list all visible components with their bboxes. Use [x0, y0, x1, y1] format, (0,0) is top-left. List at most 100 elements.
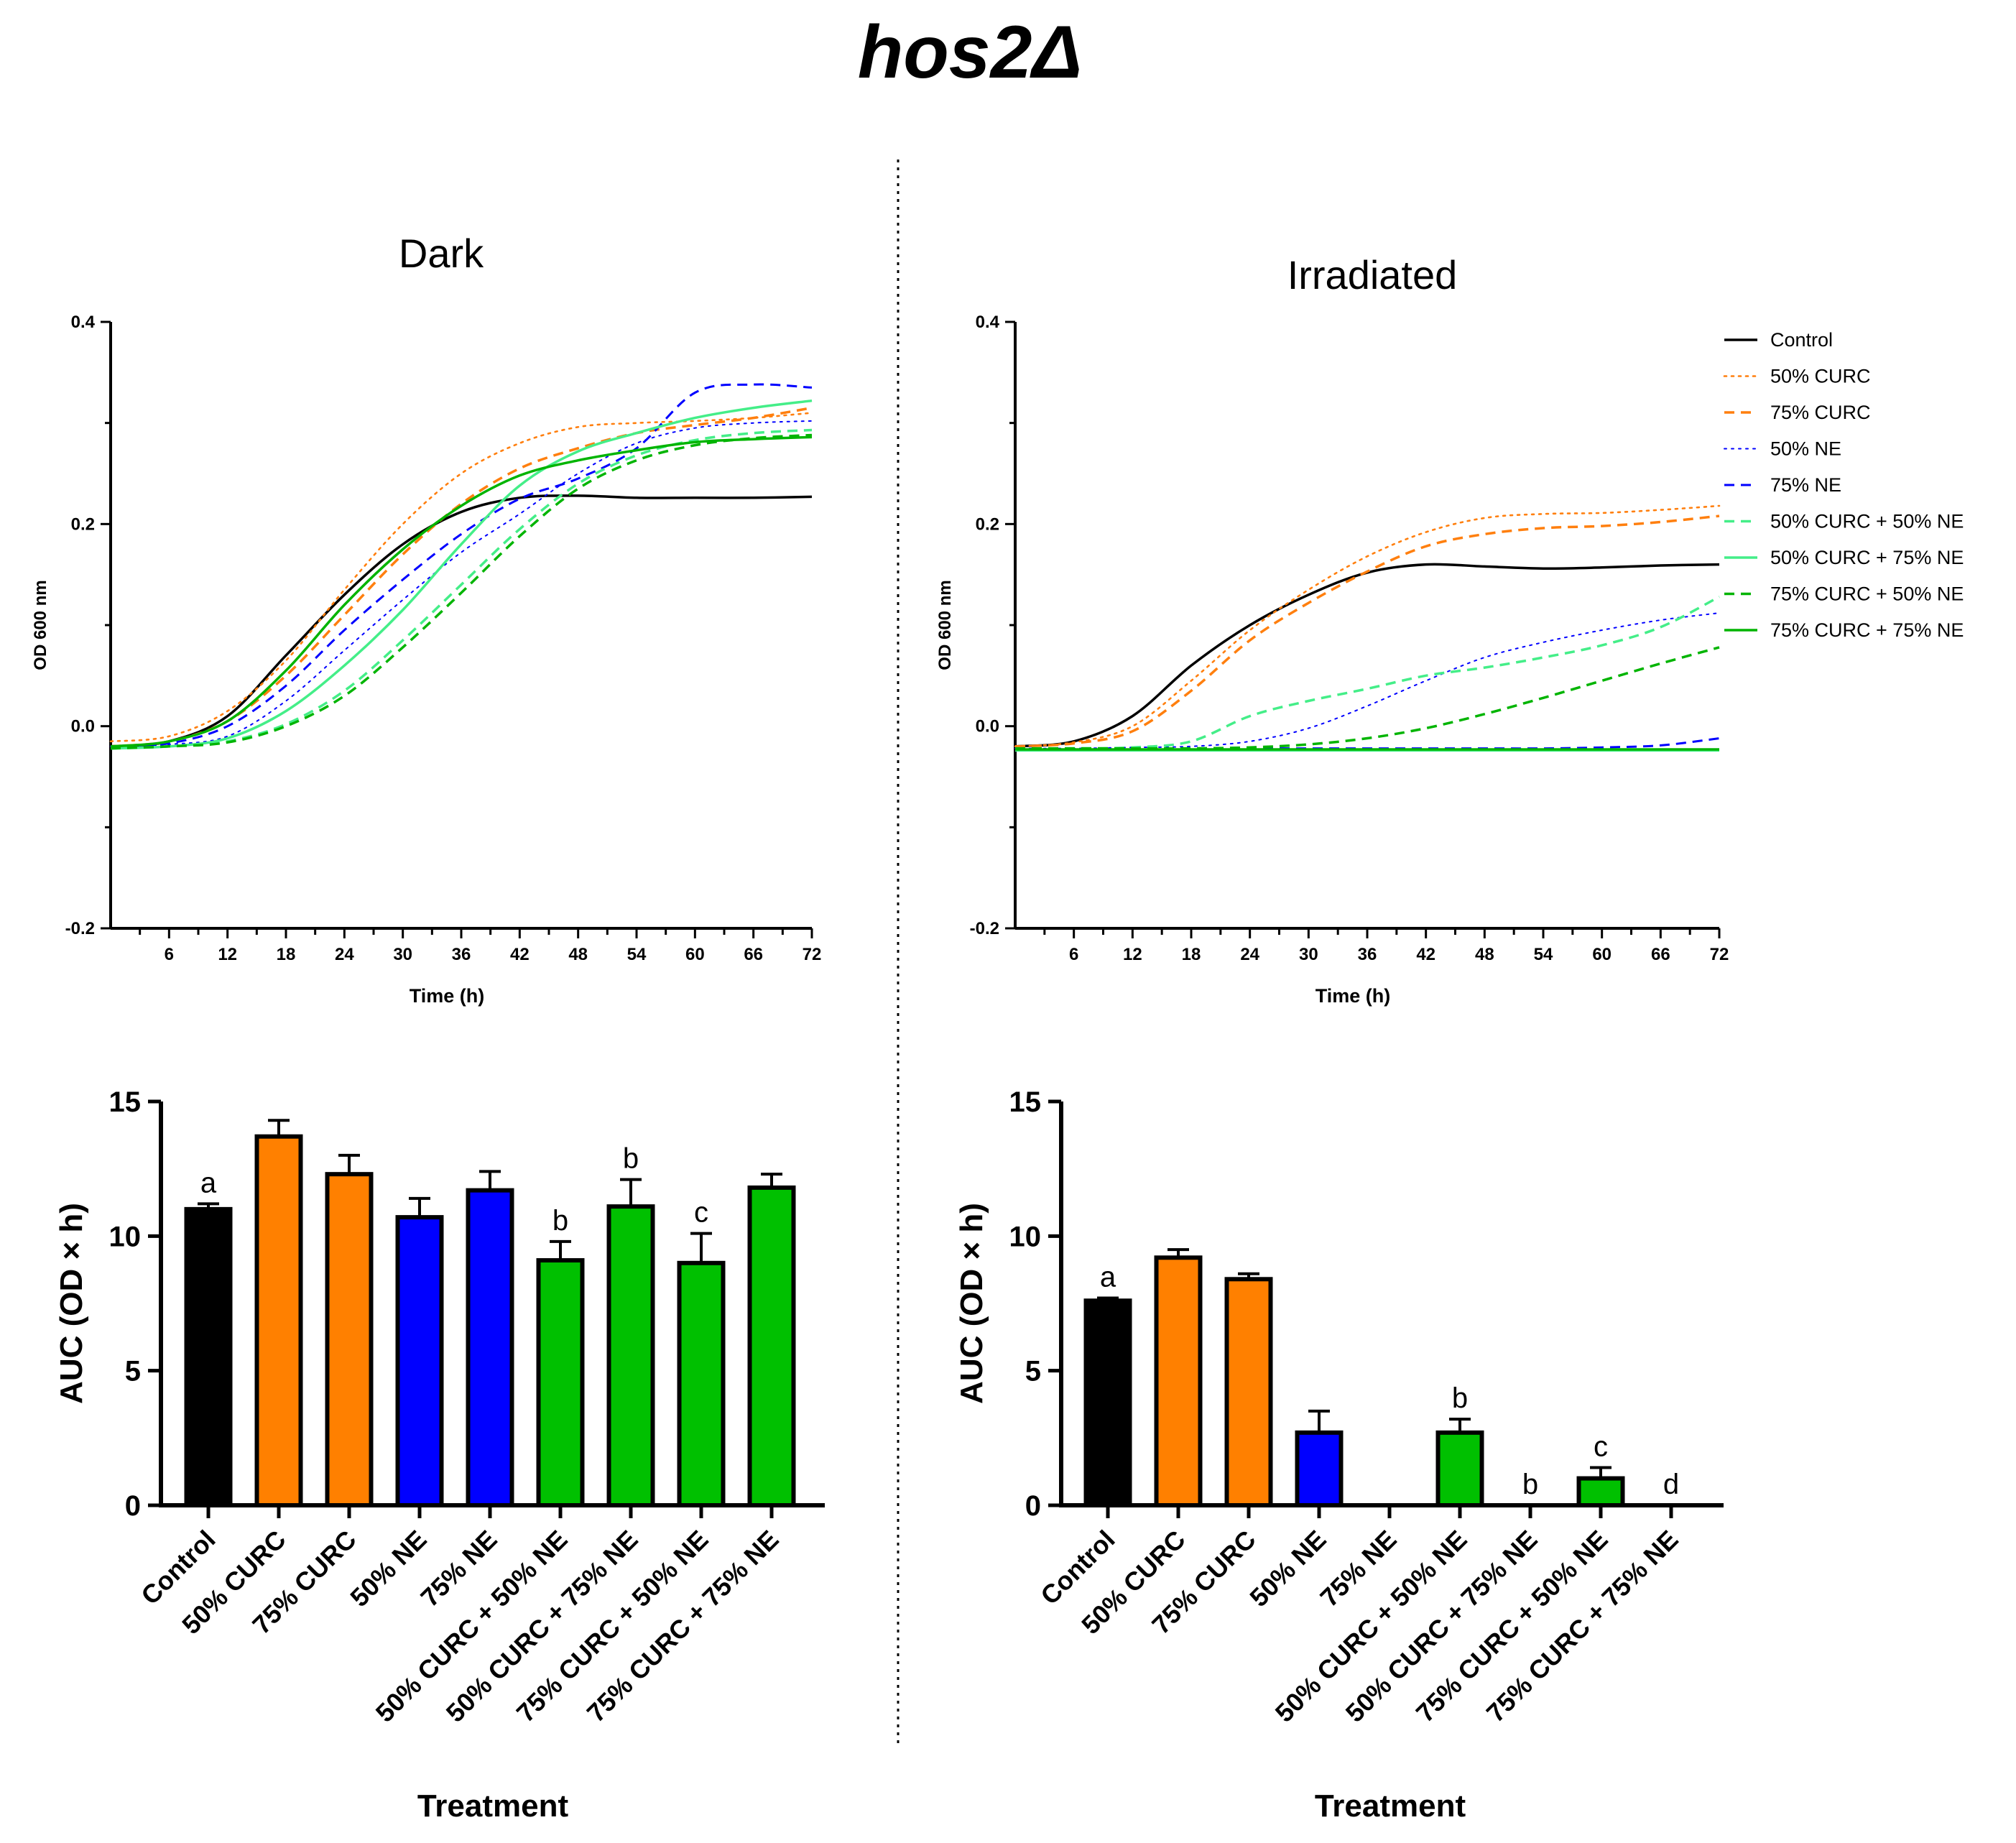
y-tick-label: 15	[1009, 1086, 1042, 1118]
significance-letter: b	[623, 1143, 639, 1175]
charts-layer: Dark-0.20.00.20.46 12 18 24 30 36 42 48 54 60 66 72…	[31, 231, 1964, 1824]
legend-label: 50% NE	[1770, 438, 1841, 460]
legend-label: 50% CURC + 50% NE	[1770, 511, 1964, 532]
series-line	[1014, 514, 1720, 748]
bar	[747, 1185, 796, 1507]
significance-letter: d	[1663, 1469, 1679, 1500]
legend-label: 75% CURC	[1770, 402, 1871, 423]
series-line	[110, 433, 813, 750]
x-tick-label: 30	[1299, 945, 1318, 964]
x-axis-label: Treatment	[417, 1788, 569, 1824]
series-line	[110, 406, 813, 748]
y-tick-label: -0.2	[970, 919, 999, 938]
x-tick-label: 42	[1416, 945, 1435, 964]
y-tick-label: 0.2	[976, 514, 999, 534]
y-tick-label: 10	[1009, 1221, 1042, 1252]
y-tick-label: 0	[125, 1490, 141, 1522]
y-tick-label: 5	[125, 1356, 141, 1387]
x-axis-label: Treatment	[1315, 1788, 1466, 1824]
bar	[184, 1206, 233, 1508]
legend-label: 50% CURC	[1770, 366, 1871, 387]
significance-letter: b	[552, 1205, 568, 1237]
x-tick-label: 36	[1358, 945, 1377, 964]
y-axis-label: OD 600 nm	[935, 580, 955, 670]
y-axis-label: AUC (OD × h)	[54, 1203, 89, 1404]
x-tick-label: 60	[685, 945, 705, 964]
y-tick-label: 0.0	[976, 717, 999, 736]
series-line	[110, 428, 813, 750]
figure-title: hos2Δ	[858, 11, 1083, 94]
x-tick-label: 36	[452, 945, 471, 964]
x-tick-label: 66	[744, 945, 763, 964]
legend-label: 50% CURC + 75% NE	[1770, 547, 1964, 568]
bar	[395, 1215, 444, 1508]
x-tick-label: 30	[393, 945, 412, 964]
bar	[677, 1260, 726, 1508]
bar	[1224, 1277, 1273, 1508]
series-line	[110, 383, 813, 748]
bar	[536, 1258, 585, 1507]
x-tick-label: 54	[627, 945, 647, 964]
chart-title: Dark	[399, 231, 484, 276]
series-line	[110, 420, 813, 747]
bar	[1576, 1476, 1625, 1508]
x-tick-label: 60	[1592, 945, 1612, 964]
significance-letter: c	[694, 1197, 708, 1229]
category-label: 50% NE	[344, 1525, 432, 1612]
x-tick-label: 24	[335, 945, 354, 964]
bar	[1295, 1430, 1344, 1507]
series-line	[109, 412, 813, 743]
bar	[1154, 1255, 1203, 1507]
x-tick-label: 6	[165, 945, 174, 964]
y-tick-label: 0.4	[71, 313, 96, 332]
significance-letter: a	[200, 1167, 217, 1198]
bar	[254, 1134, 303, 1507]
x-tick-label: 42	[510, 945, 530, 964]
series-line	[110, 494, 813, 748]
x-axis-label: Time (h)	[1316, 985, 1391, 1007]
x-tick-label: 6	[1069, 945, 1078, 964]
series-line	[1014, 596, 1720, 750]
legend-label: 75% CURC + 50% NE	[1770, 583, 1964, 605]
bar	[1435, 1430, 1484, 1507]
series-line	[1015, 646, 1720, 750]
y-axis-label: OD 600 nm	[31, 580, 50, 670]
bar	[606, 1204, 655, 1507]
category-label: 50% NE	[1244, 1525, 1331, 1612]
x-tick-label: 48	[1475, 945, 1494, 964]
x-tick-label: 48	[568, 945, 588, 964]
legend-label: Control	[1770, 329, 1833, 351]
y-tick-label: 10	[109, 1221, 142, 1252]
chart-title: Irradiated	[1287, 252, 1458, 297]
y-tick-label: 0	[1025, 1490, 1041, 1522]
legend-label: 75% CURC + 75% NE	[1770, 619, 1964, 641]
significance-letter: b	[1522, 1469, 1538, 1500]
significance-letter: b	[1452, 1382, 1468, 1414]
x-axis-label: Time (h)	[410, 985, 485, 1007]
y-tick-label: 0.2	[71, 514, 95, 534]
series-line	[1014, 612, 1720, 749]
series-line	[110, 399, 813, 750]
x-tick-label: 66	[1651, 945, 1670, 964]
bar	[1083, 1298, 1132, 1507]
series-line	[110, 435, 813, 748]
significance-letter: c	[1594, 1431, 1608, 1463]
x-tick-label: 12	[218, 945, 237, 964]
y-axis-label: AUC (OD × h)	[954, 1203, 989, 1404]
x-tick-label: 54	[1534, 945, 1553, 964]
series-line	[1014, 563, 1720, 748]
y-tick-label: -0.2	[65, 919, 95, 938]
series-line	[1014, 504, 1721, 748]
y-tick-label: 0.0	[71, 717, 95, 736]
x-tick-label: 24	[1240, 945, 1259, 964]
x-tick-label: 72	[1710, 945, 1729, 964]
x-tick-label: 18	[1182, 945, 1201, 964]
y-tick-label: 15	[109, 1086, 142, 1118]
bar	[325, 1172, 374, 1508]
y-tick-label: 0.4	[976, 313, 1000, 332]
y-tick-label: 5	[1025, 1356, 1041, 1387]
significance-letter: a	[1100, 1262, 1116, 1293]
legend-label: 75% NE	[1770, 474, 1841, 496]
